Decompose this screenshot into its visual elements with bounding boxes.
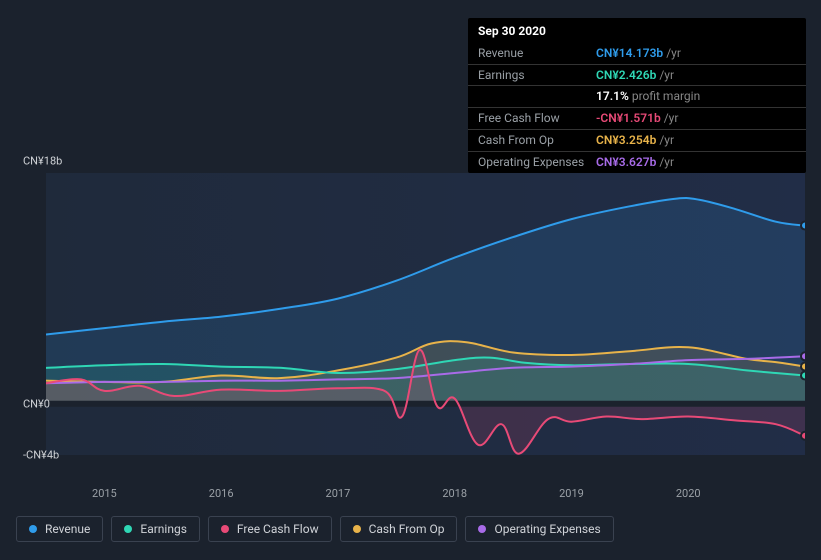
chart-tooltip: Sep 30 2020 RevenueCN¥14.173b/yrEarnings… [468, 18, 806, 173]
legend-dot-icon [478, 525, 486, 533]
tooltip-row-value: -CN¥1.571b [596, 111, 661, 125]
x-axis-tick: 2019 [559, 487, 584, 500]
chart-legend: Revenue Earnings Free Cash Flow Cash From O… [16, 516, 805, 542]
legend-label: Earnings [140, 522, 187, 536]
legend-dot-icon [124, 525, 132, 533]
tooltip-row: 17.1%profit margin [468, 85, 806, 107]
legend-dot-icon [29, 525, 37, 533]
tooltip-row-suffix: /yr [664, 111, 679, 125]
tooltip-row-suffix: /yr [666, 46, 681, 60]
tooltip-row-value: CN¥3.627b [596, 155, 656, 169]
tooltip-row-label: Earnings [478, 67, 596, 84]
tooltip-row-label: Free Cash Flow [478, 110, 596, 127]
tooltip-row-label [478, 88, 596, 105]
y-axis-max-label: CN¥18b [23, 155, 65, 168]
legend-item-earnings[interactable]: Earnings [111, 516, 200, 542]
tooltip-row-value: 17.1% [596, 89, 629, 103]
legend-item-revenue[interactable]: Revenue [16, 516, 103, 542]
tooltip-row: Operating ExpensesCN¥3.627b/yr [468, 151, 806, 173]
legend-label: Free Cash Flow [237, 522, 319, 536]
legend-dot-icon [353, 525, 361, 533]
tooltip-row: Cash From OpCN¥3.254b/yr [468, 129, 806, 151]
x-axis-tick: 2018 [442, 487, 467, 500]
tooltip-row-value: CN¥3.254b [596, 133, 656, 147]
tooltip-row-suffix: /yr [659, 133, 674, 147]
tooltip-row-value: CN¥2.426b [596, 68, 656, 82]
x-axis-tick: 2017 [326, 487, 351, 500]
legend-dot-icon [221, 525, 229, 533]
x-axis-tick: 2016 [209, 487, 234, 500]
legend-item-cash-from-op[interactable]: Cash From Op [340, 516, 458, 542]
tooltip-row-suffix: profit margin [632, 89, 700, 103]
tooltip-row-suffix: /yr [659, 68, 674, 82]
tooltip-row: Free Cash Flow-CN¥1.571b/yr [468, 107, 806, 129]
tooltip-row-label: Revenue [478, 45, 596, 62]
y-axis-min-label: -CN¥4b [23, 449, 65, 462]
financial-history-chart: CN¥18b CN¥0 -CN¥4b 201520162017201820192… [16, 155, 805, 475]
tooltip-row-label: Operating Expenses [478, 154, 596, 171]
tooltip-row-label: Cash From Op [478, 132, 596, 149]
y-axis-zero-label: CN¥0 [23, 397, 65, 410]
tooltip-row: RevenueCN¥14.173b/yr [468, 43, 806, 64]
tooltip-row: EarningsCN¥2.426b/yr [468, 64, 806, 86]
legend-item-operating-expenses[interactable]: Operating Expenses [465, 516, 613, 542]
x-axis-tick: 2020 [676, 487, 701, 500]
x-axis-tick: 2015 [92, 487, 117, 500]
legend-label: Cash From Op [369, 522, 445, 536]
tooltip-row-value: CN¥14.173b [596, 46, 663, 60]
legend-label: Operating Expenses [494, 522, 600, 536]
legend-label: Revenue [45, 522, 90, 536]
tooltip-date: Sep 30 2020 [468, 18, 806, 43]
legend-item-free-cash-flow[interactable]: Free Cash Flow [208, 516, 332, 542]
tooltip-row-suffix: /yr [659, 155, 674, 169]
